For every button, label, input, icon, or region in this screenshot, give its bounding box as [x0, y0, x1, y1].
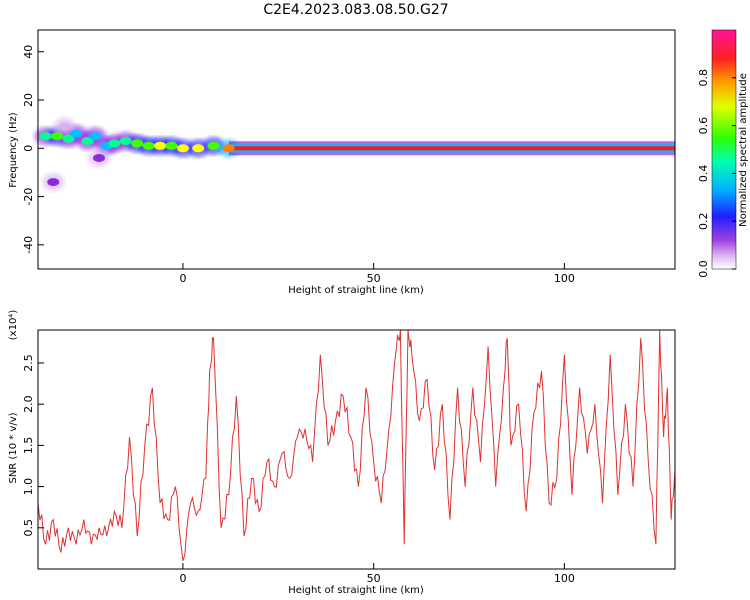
snr-xtick-label: 50 — [367, 572, 381, 585]
spectrogram-frame — [37, 29, 676, 270]
heatmap-cells — [34, 117, 675, 192]
heatmap-cell — [62, 134, 75, 143]
heatmap-cell — [119, 137, 132, 146]
spectrogram-ytick-label: -20 — [22, 188, 35, 206]
colorbar-label: Normalized spectral amplitude — [738, 73, 749, 227]
heatmap-cell — [81, 137, 94, 146]
heatmap-cell — [39, 132, 52, 141]
colorbar: 0.0 0.2 0.4 0.6 0.8 Normalized spectral ampl… — [697, 29, 749, 278]
snr-ylabel: SNR (10 * v/v) — [8, 412, 19, 483]
snr-xlabel: Height of straight line (km) — [288, 585, 424, 596]
heatmap-cell — [222, 144, 235, 153]
snr-ticks: 0 50 100 0.5 1.0 1.5 2.0 2.5 — [22, 354, 575, 585]
colorbar-tick-label: 0.2 — [697, 212, 710, 230]
heatmap-cell — [165, 141, 178, 150]
spectrogram-panel: 0 50 100 -40 -20 0 20 40 Height of straight lin… — [8, 29, 676, 296]
colorbar-tick-label: 0.4 — [697, 165, 710, 183]
heatmap-cell — [51, 132, 64, 141]
heatmap-cell — [207, 141, 220, 150]
colorbar-tick-label: 0.0 — [697, 260, 710, 278]
spectrogram-ytick-label: 0 — [22, 145, 35, 152]
colorbar-tick-label: 0.6 — [697, 117, 710, 135]
spectrogram-xtick-label: 0 — [179, 272, 186, 285]
heatmap-cell — [70, 129, 83, 138]
spectrogram-ytick-label: 20 — [22, 93, 35, 107]
heatmap-cell — [93, 153, 106, 162]
heatmap-cell — [131, 139, 144, 148]
heatmap-cell — [58, 122, 71, 131]
spectrogram-xtick-label: 100 — [554, 272, 575, 285]
snr-series-line — [38, 330, 675, 561]
snr-ytick-label: 1.0 — [22, 478, 35, 496]
colorbar-ticks: 0.0 0.2 0.4 0.6 0.8 — [697, 69, 736, 278]
colorbar-tick-label: 0.8 — [697, 69, 710, 87]
heatmap-band-core — [228, 146, 675, 151]
snr-ytick-label: 2.0 — [22, 395, 35, 413]
heatmap-cell — [47, 178, 60, 187]
spectrogram-ticks: 0 50 100 -40 -20 0 20 40 — [22, 45, 575, 285]
snr-multiplier: (x10⁴) — [8, 310, 19, 341]
colorbar-gradient — [711, 29, 737, 270]
figure-title: C2E4.2023.083.08.50.G27 — [263, 2, 448, 18]
heatmap-cell — [142, 141, 155, 150]
heatmap-cell — [176, 144, 189, 153]
heatmap-cell — [192, 144, 205, 153]
snr-ytick-label: 0.5 — [22, 519, 35, 537]
spectrogram-ylabel: Frequency (Hz) — [8, 112, 19, 188]
snr-ytick-label: 2.5 — [22, 354, 35, 372]
snr-xtick-label: 100 — [554, 572, 575, 585]
spectrogram-ytick-label: 40 — [22, 45, 35, 59]
spectrogram-ytick-label: -40 — [22, 236, 35, 254]
snr-panel: 0 50 100 0.5 1.0 1.5 2.0 2.5 Height of straight… — [8, 310, 676, 596]
snr-xtick-label: 0 — [179, 572, 186, 585]
spectrogram-xtick-label: 50 — [367, 272, 381, 285]
spectrogram-xlabel: Height of straight line (km) — [288, 285, 424, 296]
heatmap-cell — [89, 132, 102, 141]
snr-ytick-label: 1.5 — [22, 437, 35, 455]
snr-frame — [37, 329, 676, 570]
heatmap-cell — [154, 141, 167, 150]
heatmap-cell — [108, 139, 121, 148]
